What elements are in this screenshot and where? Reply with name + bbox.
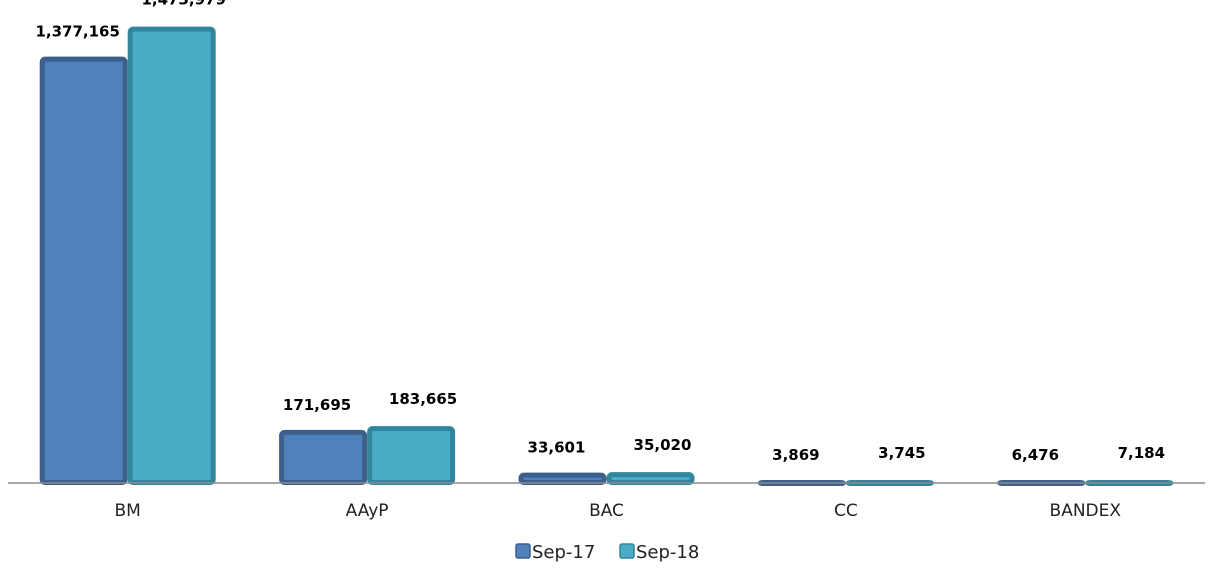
data-label-sep-18-bandex: 7,184 [1118,444,1165,462]
bar-sep-17-bac [518,472,607,486]
data-label-sep-17-bandex: 6,476 [1012,446,1059,464]
data-label-sep-17-bm: 1,377,165 [35,23,119,41]
bars-layer [39,26,1174,486]
legend-swatch-sep-17 [515,543,531,559]
data-label-sep-18-aayp: 183,665 [389,390,457,408]
data-label-sep-18-bac: 35,020 [634,436,692,454]
data-label-sep-17-cc: 3,869 [772,446,819,464]
bar-sep-18-aayp [367,426,456,485]
data-labels-layer: 1,377,165 1,473,979 171,695 183,665 33,601 35… [35,0,1165,464]
x-tick-bac: BAC [589,501,624,521]
legend-label-sep-17: Sep-17 [532,542,595,563]
x-tick-aayp: AAyP [346,501,389,521]
bar-sep-17-aayp [279,429,368,485]
bar-sep-17-bm [39,56,128,486]
legend: Sep-17 Sep-18 [515,542,699,563]
x-tick-bandex: BANDEX [1050,501,1122,521]
legend-label-sep-18: Sep-18 [636,542,699,563]
data-label-sep-17-aayp: 171,695 [283,396,351,414]
data-label-sep-18-cc: 3,745 [878,444,925,462]
legend-swatch-sep-18 [619,543,635,559]
x-tick-bm: BM [115,501,141,521]
legend-item-sep-17: Sep-17 [515,542,595,563]
data-label-sep-18-bm: 1,473,979 [141,0,225,9]
legend-item-sep-18: Sep-18 [619,542,699,563]
x-tick-cc: CC [834,501,858,521]
bar-sep-18-bm [127,26,216,486]
data-label-sep-17-bac: 33,601 [528,439,586,457]
x-tick-labels: BM AAyP BAC CC BANDEX [115,501,1122,521]
bar-sep-18-bac [606,472,695,485]
